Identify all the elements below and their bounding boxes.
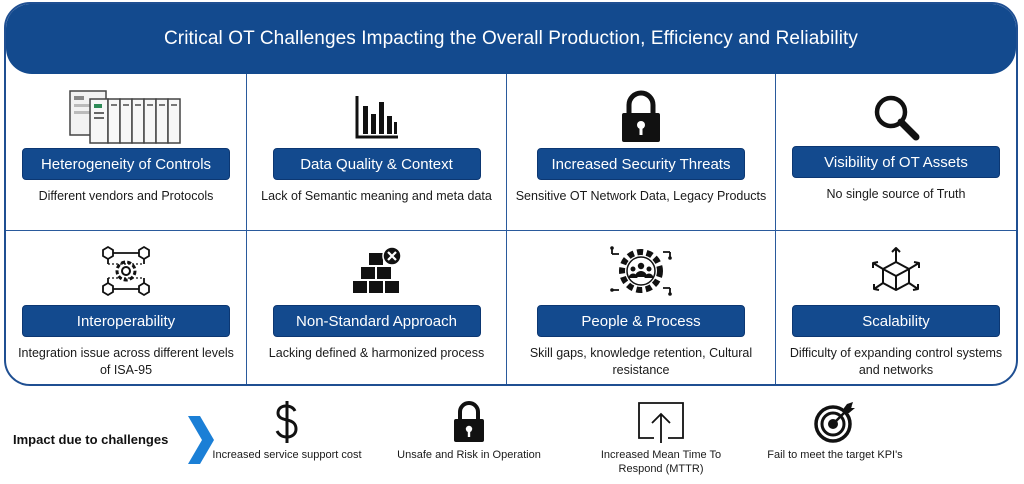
impact-text: Increased Mean Time To Respond (MTTR) — [600, 449, 722, 475]
impact-text: Increased service support cost — [212, 449, 362, 461]
challenge-title: Scalability — [792, 305, 1000, 337]
magnifier-icon — [874, 95, 920, 141]
challenge-title: Non-Standard Approach — [272, 305, 481, 337]
challenge-card-scalability: Scalability Difficulty of expanding cont… — [776, 231, 1016, 384]
challenge-description: Skill gaps, knowledge retention, Cultura… — [529, 346, 753, 377]
impact-item-cost: Increased service support cost — [212, 398, 362, 462]
challenge-title: People & Process — [537, 305, 745, 337]
challenge-description: Sensitive OT Network Data, Legacy Produc… — [515, 189, 767, 203]
challenge-description: Difficulty of expanding control systems … — [789, 346, 1003, 377]
padlock-icon — [622, 90, 660, 142]
target-icon — [814, 402, 855, 443]
padlock-icon — [454, 401, 484, 442]
challenge-card-people-process: People & Process Skill gaps, knowledge r… — [507, 231, 776, 384]
challenge-grid: Heterogeneity of Controls Different vend… — [6, 74, 1016, 384]
cube-arrows-icon — [872, 247, 920, 291]
page-title: Critical OT Challenges Impacting the Ove… — [6, 4, 1016, 74]
upload-box-icon — [638, 402, 684, 443]
challenge-title: Increased Security Threats — [537, 148, 745, 180]
dollar-icon — [275, 401, 298, 443]
impact-heading: Impact due to challenges — [13, 432, 169, 447]
challenge-title: Visibility of OT Assets — [792, 146, 1000, 178]
impact-item-kpi: Fail to meet the target KPI's — [760, 398, 910, 462]
boxes-x-icon — [352, 246, 402, 293]
impact-item-safety: Unsafe and Risk in Operation — [394, 398, 544, 462]
challenge-description: Lack of Semantic meaning and meta data — [261, 189, 492, 203]
impact-text: Unsafe and Risk in Operation — [397, 449, 541, 461]
challenge-title: Data Quality & Context — [272, 148, 481, 180]
plc-rack-icon — [69, 90, 181, 144]
challenge-card-security: Increased Security Threats Sensitive OT … — [507, 74, 776, 231]
bar-chart-icon — [355, 96, 398, 139]
challenge-title: Heterogeneity of Controls — [22, 148, 230, 180]
challenges-panel: Critical OT Challenges Impacting the Ove… — [4, 2, 1018, 386]
challenge-card-data-quality: Data Quality & Context Lack of Semantic … — [247, 74, 507, 231]
impact-item-mttr: Increased Mean Time To Respond (MTTR) — [586, 398, 736, 476]
challenge-card-visibility: Visibility of OT Assets No single source… — [776, 74, 1016, 231]
challenge-card-non-standard: Non-Standard Approach Lacking defined & … — [247, 231, 507, 384]
people-gear-icon — [610, 246, 672, 296]
challenge-description: Lacking defined & harmonized process — [268, 346, 485, 360]
challenge-description: Integration issue across different level… — [18, 346, 234, 377]
challenge-description: Different vendors and Protocols — [38, 189, 214, 203]
challenge-title: Interoperability — [22, 305, 230, 337]
challenge-description: No single source of Truth — [826, 187, 966, 201]
impact-text: Fail to meet the target KPI's — [767, 449, 903, 461]
chevron-right-icon — [188, 416, 214, 464]
challenge-card-heterogeneity: Heterogeneity of Controls Different vend… — [6, 74, 247, 231]
network-gear-icon — [102, 245, 150, 297]
challenge-card-interoperability: Interoperability Integration issue acros… — [6, 231, 247, 384]
